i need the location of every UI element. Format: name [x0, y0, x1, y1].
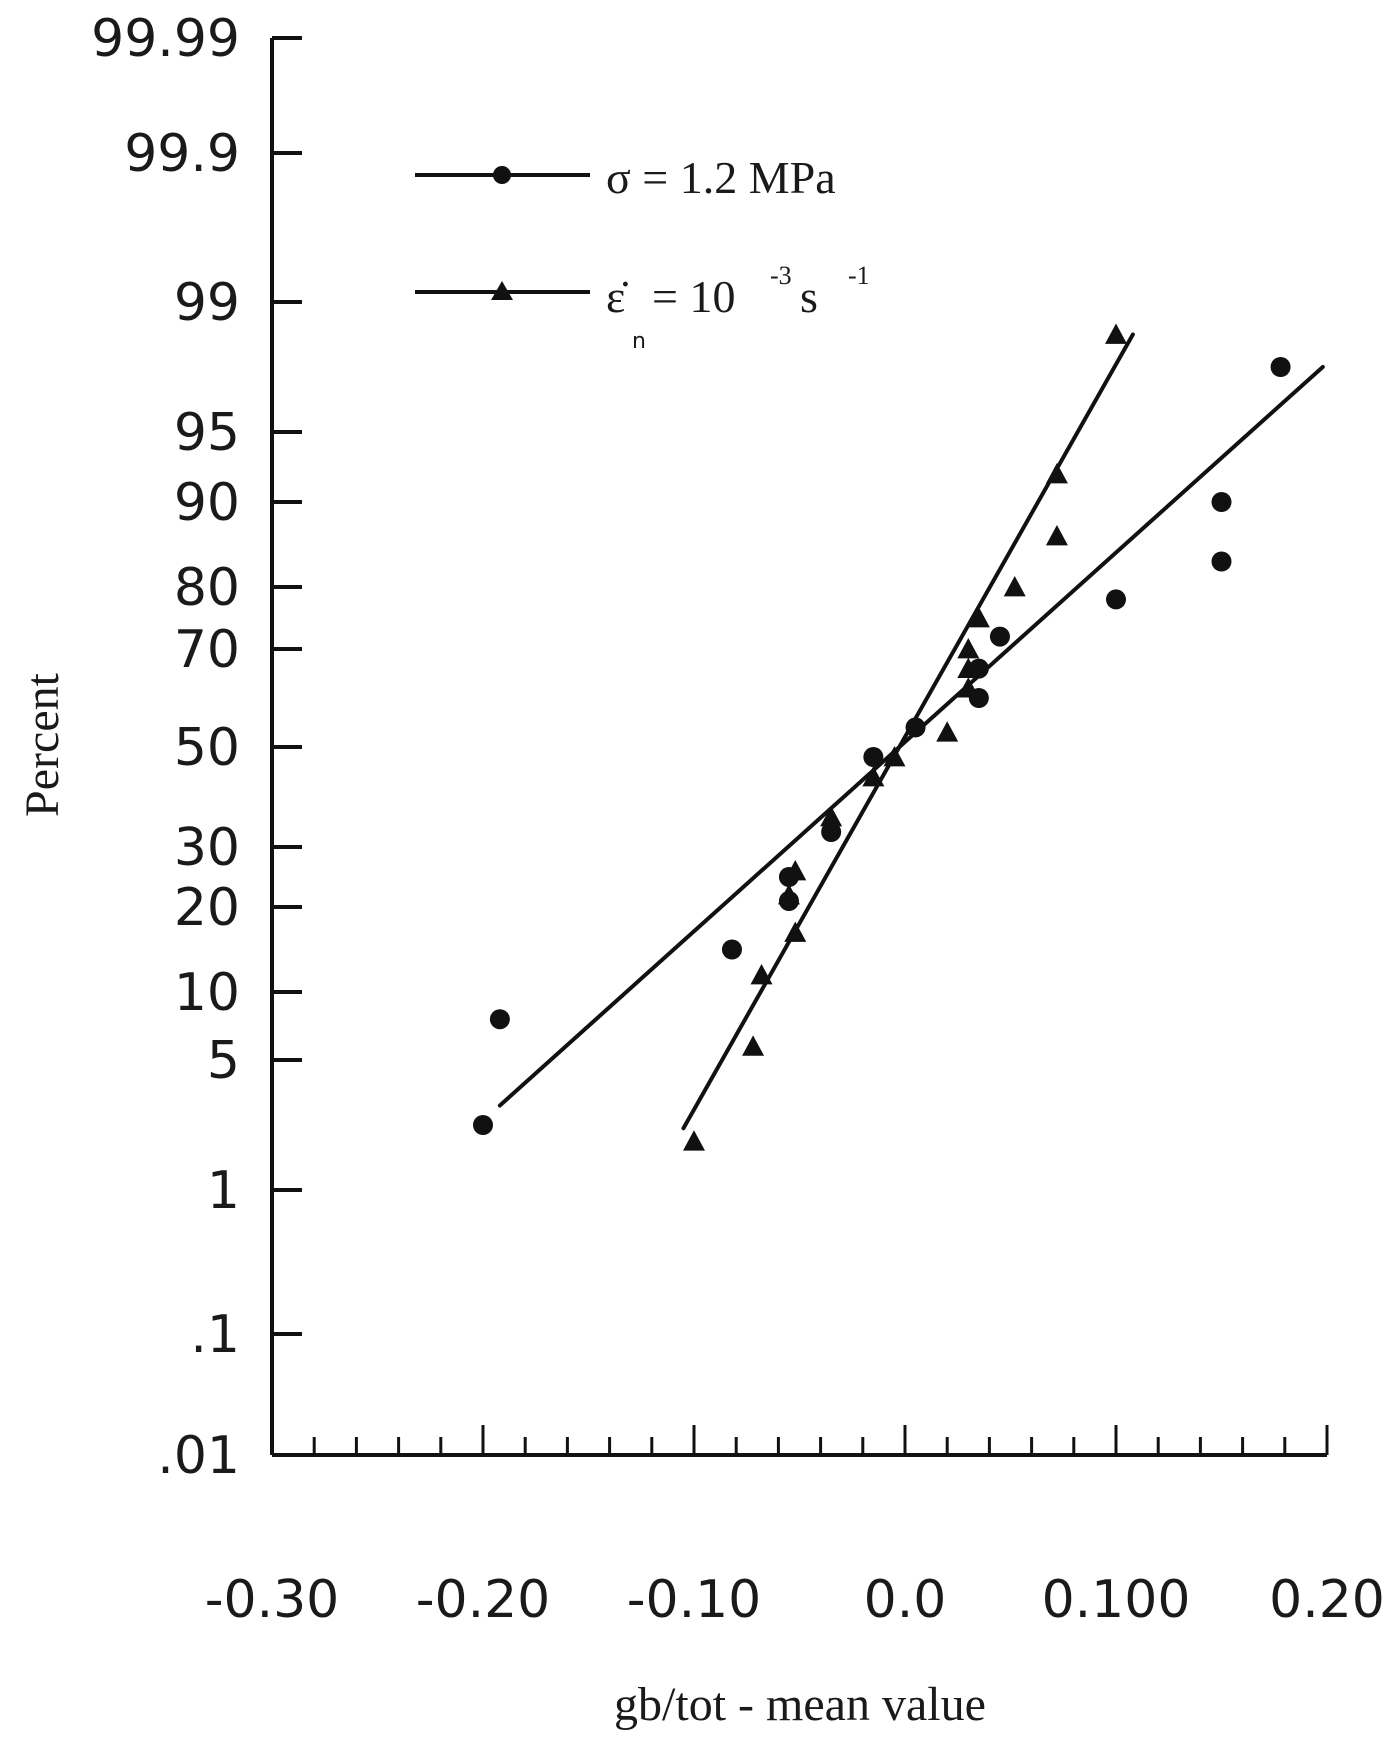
y-tick-label: 90 [174, 473, 240, 533]
y-tick-label: 10 [174, 963, 240, 1023]
circle-data-point [1211, 551, 1232, 572]
triangle-data-point [742, 1035, 765, 1056]
legend: σ = 1.2 MPa ε̇ n = 10 -3 s -1 [415, 152, 870, 354]
triangle-data-point [862, 766, 885, 787]
y-tick-label: 30 [174, 818, 240, 878]
legend-superscript-unit: -1 [848, 261, 870, 290]
y-tick-label: 99.9 [124, 124, 240, 184]
x-tick-label: 0.100 [1042, 1570, 1191, 1630]
triangle-data-point [1045, 463, 1068, 484]
triangle-data-point [784, 921, 807, 942]
circle-data-point [863, 747, 884, 767]
triangle-data-point [883, 746, 906, 767]
triangle-data-point [957, 638, 980, 659]
legend-label-triangle: ε̇ [606, 271, 628, 322]
x-axis-title: gb/tot - mean value [614, 1678, 986, 1731]
y-tick-label: 95 [174, 403, 240, 463]
triangle-data-point [957, 677, 980, 698]
y-tick-label: 20 [174, 878, 240, 938]
x-tick-label: -0.10 [627, 1570, 762, 1630]
circle-data-point [989, 626, 1010, 647]
circle-data-point [821, 822, 842, 842]
legend-equals-ten: = 10 [652, 271, 735, 322]
circle-data-point [1270, 357, 1291, 377]
circle-data-point [905, 717, 926, 738]
y-tick-label: 50 [174, 718, 240, 778]
x-tick-label: -0.30 [205, 1570, 340, 1630]
circle-data-point [1106, 589, 1126, 610]
legend-superscript-exp: -3 [770, 261, 792, 290]
y-tick-label: 80 [174, 558, 240, 618]
triangle-data-point [784, 860, 807, 881]
x-tick-label: 0.20 [1269, 1570, 1385, 1630]
triangle-data-point [1105, 323, 1127, 344]
y-tick-label: 70 [174, 620, 240, 680]
circle-data-point [721, 939, 742, 960]
triangle-data-point [750, 964, 773, 985]
legend-subscript-n: n [632, 329, 646, 354]
legend-strain-rate-symbol: ε̇ [606, 271, 628, 322]
y-tick-label: .01 [157, 1426, 240, 1486]
triangle-data-point [936, 721, 959, 742]
legend-triangle-marker [491, 281, 513, 300]
x-tick-label: -0.20 [416, 1570, 551, 1630]
y-tick-label: .1 [190, 1305, 240, 1365]
circle-data-point [1211, 492, 1232, 512]
legend-unit-s: s [800, 271, 818, 322]
triangle-data-point [967, 607, 990, 628]
triangle-data-point [683, 1130, 705, 1151]
y-tick-label: 5 [207, 1031, 240, 1091]
circle-data-point [489, 1009, 510, 1030]
legend-circle-marker [493, 166, 511, 184]
y-tick-label: 99.99 [91, 9, 240, 69]
triangle-data-point [957, 657, 980, 678]
x-tick-label: 0.0 [864, 1570, 947, 1630]
triangle-data-point [777, 884, 800, 905]
circle-data-point [473, 1115, 493, 1135]
triangle-data-point [820, 806, 843, 827]
y-tick-label: 99 [174, 273, 240, 333]
triangle-data-point [1003, 576, 1026, 597]
y-tick-label: 1 [207, 1161, 240, 1221]
data-points [473, 323, 1291, 1151]
triangle-data-point [1045, 525, 1068, 546]
legend-label-circle: σ = 1.2 MPa [606, 152, 836, 203]
y-axis-title: Percent [16, 672, 69, 817]
